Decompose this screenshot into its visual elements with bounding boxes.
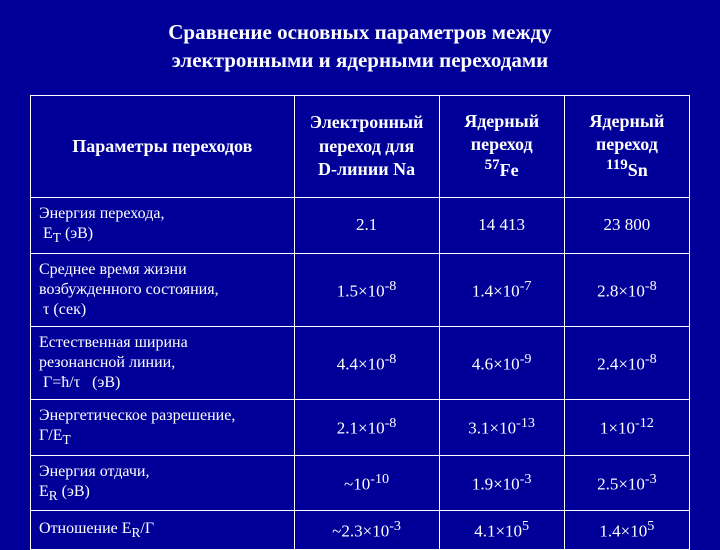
title-line-1: Сравнение основных параметров между: [168, 20, 552, 44]
header-nuclear-sn: Ядерный переход 119Sn: [564, 95, 689, 197]
value-cell: 3.1×10-13: [439, 399, 564, 455]
value-cell: 23 800: [564, 197, 689, 253]
slide: Сравнение основных параметров между элек…: [0, 0, 720, 540]
table-row: Энергия перехода, ET (эВ) 2.1 14 413 23 …: [31, 197, 690, 253]
header-electron-na: Электронный переход для D-линии Na: [294, 95, 439, 197]
header-params: Параметры переходов: [31, 95, 295, 197]
value-cell: 4.6×10-9: [439, 326, 564, 399]
comparison-table: Параметры переходов Электронный переход …: [30, 95, 690, 550]
value-cell: 2.1: [294, 197, 439, 253]
value-cell: 2.5×10-3: [564, 455, 689, 511]
table-row: Энергия отдачи, ER (эВ) ~10-10 1.9×10-3 …: [31, 455, 690, 511]
value-cell: 1×10-12: [564, 399, 689, 455]
table-row: Естественная ширина резонансной линии, Г…: [31, 326, 690, 399]
value-cell: 1.9×10-3: [439, 455, 564, 511]
value-cell: 4.4×10-8: [294, 326, 439, 399]
table-header-row: Параметры переходов Электронный переход …: [31, 95, 690, 197]
param-cell: Естественная ширина резонансной линии, Г…: [31, 326, 295, 399]
param-cell: Отношение ER/Г: [31, 511, 295, 550]
value-cell: 1.4×105: [564, 511, 689, 550]
value-cell: 1.4×10-7: [439, 253, 564, 326]
title-line-2: электронными и ядерными переходами: [172, 48, 549, 72]
value-cell: ~2.3×10-3: [294, 511, 439, 550]
table-row: Энергетическое разрешение, Г/ET 2.1×10-8…: [31, 399, 690, 455]
value-cell: 14 413: [439, 197, 564, 253]
param-cell: Энергетическое разрешение, Г/ET: [31, 399, 295, 455]
value-cell: 2.8×10-8: [564, 253, 689, 326]
table-row: Среднее время жизни возбужденного состоя…: [31, 253, 690, 326]
table-row: Отношение ER/Г ~2.3×10-3 4.1×105 1.4×105: [31, 511, 690, 550]
value-cell: 2.1×10-8: [294, 399, 439, 455]
slide-title: Сравнение основных параметров между элек…: [30, 18, 690, 75]
value-cell: 2.4×10-8: [564, 326, 689, 399]
header-nuclear-fe: Ядерный переход 57Fe: [439, 95, 564, 197]
value-cell: 1.5×10-8: [294, 253, 439, 326]
param-cell: Энергия перехода, ET (эВ): [31, 197, 295, 253]
param-cell: Энергия отдачи, ER (эВ): [31, 455, 295, 511]
param-cell: Среднее время жизни возбужденного состоя…: [31, 253, 295, 326]
value-cell: ~10-10: [294, 455, 439, 511]
value-cell: 4.1×105: [439, 511, 564, 550]
